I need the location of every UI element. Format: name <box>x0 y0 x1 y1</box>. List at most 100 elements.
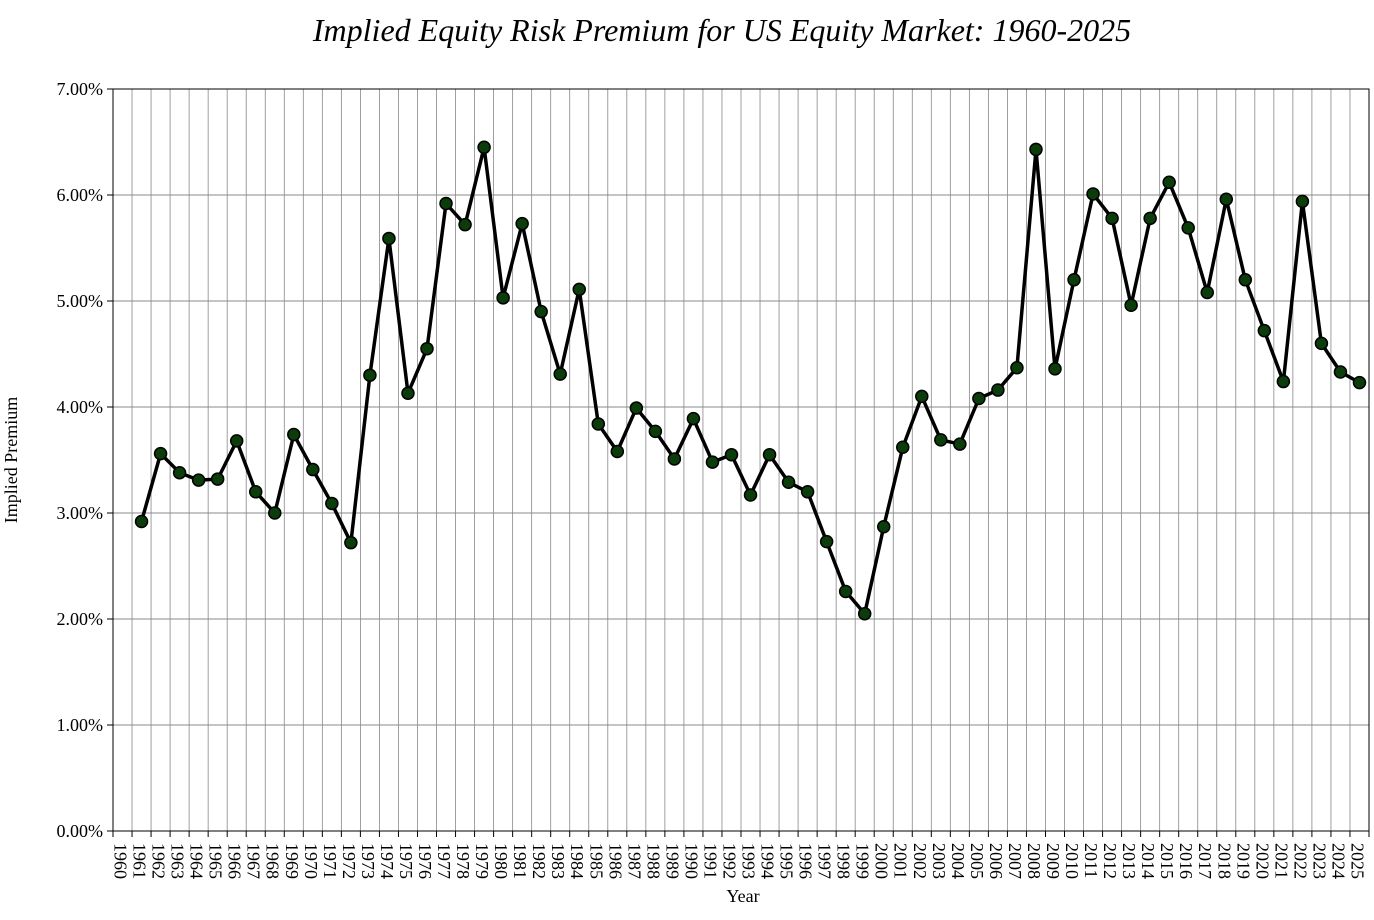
data-point <box>648 424 663 439</box>
y-tick-label: 5.00% <box>57 291 104 311</box>
grid-lines <box>113 89 1369 831</box>
data-point <box>972 391 986 406</box>
data-point <box>534 304 548 319</box>
x-tick-label: 1976 <box>415 843 435 879</box>
data-point <box>610 444 625 459</box>
y-axis-label: Implied Premium <box>1 397 21 523</box>
x-tick-label: 2024 <box>1328 843 1348 879</box>
data-point <box>915 389 929 404</box>
x-tick-label: 2020 <box>1252 843 1272 879</box>
x-tick-label: 1998 <box>834 843 854 879</box>
x-tick-label: 2022 <box>1290 843 1310 879</box>
data-point <box>191 473 206 487</box>
data-point <box>496 291 510 305</box>
data-point <box>896 440 910 455</box>
x-tick-label: 1997 <box>815 843 835 879</box>
data-point <box>1333 365 1348 379</box>
data-point <box>134 514 149 529</box>
data-point <box>1010 361 1024 375</box>
x-tick-label: 1970 <box>301 843 321 879</box>
x-tick-label: 1978 <box>453 843 473 879</box>
y-tick-label: 3.00% <box>57 503 104 523</box>
x-tick-label: 1995 <box>777 843 797 879</box>
y-tick-label: 2.00% <box>57 609 104 629</box>
x-tick-label: 2021 <box>1271 843 1291 879</box>
data-point <box>210 472 225 486</box>
x-tick-label: 1992 <box>719 843 739 879</box>
x-tick-label: 2000 <box>872 843 892 879</box>
data-point <box>248 485 263 499</box>
y-tick-label: 6.00% <box>57 185 104 205</box>
data-point <box>724 447 739 462</box>
data-point <box>1276 374 1291 389</box>
x-tick-label: 2013 <box>1119 843 1139 879</box>
x-tick-label: 2009 <box>1043 843 1063 879</box>
data-point <box>819 534 834 549</box>
data-point <box>800 485 815 499</box>
x-tick-label: 2010 <box>1062 843 1082 879</box>
x-tick-label: 2004 <box>948 843 968 879</box>
x-tick-label: 1990 <box>681 843 701 879</box>
data-point <box>743 488 758 502</box>
data-point <box>991 383 1005 397</box>
data-point <box>1181 221 1195 235</box>
data-point <box>153 446 168 461</box>
x-tick-label: 1989 <box>662 843 682 879</box>
x-tick-label: 1969 <box>282 843 302 879</box>
x-tick-label: 2006 <box>986 843 1006 879</box>
x-tick-label: 2014 <box>1138 843 1158 879</box>
x-axis-ticks: 1960 1961 1962 1963 1964 1965 1966 1967 1968 1969… <box>111 831 1370 879</box>
data-point <box>1295 194 1310 209</box>
y-tick-label: 4.00% <box>57 397 104 417</box>
y-tick-label: 0.00% <box>57 821 104 841</box>
data-point <box>1200 285 1214 300</box>
data-points <box>134 140 1367 621</box>
x-tick-label: 1979 <box>472 843 492 879</box>
x-tick-label: 1966 <box>225 843 245 879</box>
data-point <box>1257 323 1272 338</box>
data-point <box>686 411 701 426</box>
data-point <box>876 520 891 534</box>
y-axis-ticks: 0.00% 1.00% 2.00% 3.00% 4.00% 5.00% 6.00% 7.00% <box>57 79 113 841</box>
x-tick-label: 1991 <box>700 843 720 879</box>
x-axis-label: Year <box>726 886 759 906</box>
data-point <box>363 368 377 382</box>
data-point <box>1162 175 1176 190</box>
chart-title: Implied Equity Risk Premium for US Equit… <box>312 12 1132 48</box>
data-point <box>762 447 777 462</box>
data-point <box>1352 375 1367 390</box>
data-point <box>1143 211 1157 226</box>
x-tick-label: 1960 <box>111 843 131 879</box>
data-point <box>477 140 491 155</box>
x-tick-label: 1963 <box>168 843 188 879</box>
data-point <box>458 217 472 232</box>
x-tick-label: 2011 <box>1081 843 1101 878</box>
x-tick-label: 2019 <box>1233 843 1253 879</box>
x-tick-label: 1975 <box>396 843 416 879</box>
data-point <box>667 452 682 466</box>
data-point <box>572 282 586 297</box>
x-tick-label: 1986 <box>605 843 625 879</box>
x-tick-label: 2005 <box>967 843 987 879</box>
data-point <box>838 584 853 599</box>
data-point <box>553 367 567 381</box>
data-point <box>591 417 606 431</box>
data-point <box>306 462 320 477</box>
series-line <box>139 145 1361 616</box>
data-point <box>1219 192 1234 206</box>
data-point <box>1048 362 1062 376</box>
data-point <box>439 196 453 211</box>
x-tick-label: 1994 <box>758 843 778 879</box>
x-tick-label: 1980 <box>491 843 511 879</box>
x-tick-label: 1988 <box>643 843 663 879</box>
data-point <box>325 496 339 511</box>
x-tick-label: 1981 <box>510 843 530 879</box>
x-tick-label: 2002 <box>910 843 930 879</box>
data-point <box>1086 187 1100 201</box>
data-point <box>781 475 796 490</box>
x-tick-label: 2025 <box>1347 843 1367 879</box>
x-tick-label: 2012 <box>1100 843 1120 879</box>
x-tick-label: 1987 <box>624 843 644 879</box>
x-tick-label: 2015 <box>1157 843 1177 879</box>
data-point <box>1029 142 1043 157</box>
